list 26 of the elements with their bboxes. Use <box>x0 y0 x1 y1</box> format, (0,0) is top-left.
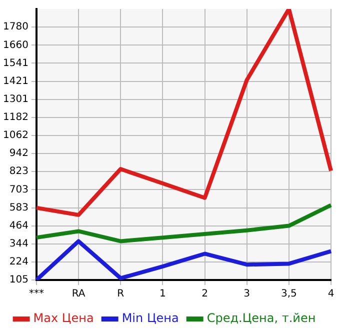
y-tick-label: 105 <box>9 274 28 286</box>
y-tick-label: 1182 <box>2 112 28 123</box>
y-tick-label: 1541 <box>2 58 28 69</box>
y-tick-label: 1660 <box>2 40 28 51</box>
y-tick-label: 1421 <box>2 76 28 87</box>
x-tick-label: 3 <box>244 288 250 300</box>
legend-label: Min Цена <box>122 311 179 326</box>
x-tick-label: RA <box>72 288 86 300</box>
legend-label: Max Цена <box>33 311 94 326</box>
y-tick-label: 224 <box>9 256 28 268</box>
y-tick-label: 823 <box>9 166 28 178</box>
y-tick-label: 942 <box>9 148 28 160</box>
y-tick-label: 583 <box>9 202 28 214</box>
y-tick-label: 1780 <box>2 22 28 33</box>
x-tick-label: 1 <box>160 288 166 300</box>
x-tick-label: *** <box>28 288 44 300</box>
y-tick-label: 703 <box>9 184 28 196</box>
y-tick-label: 1301 <box>2 94 28 106</box>
y-tick-label: 1062 <box>2 130 28 142</box>
y-tick-label: 464 <box>9 220 28 232</box>
y-tick-label: 344 <box>9 238 28 250</box>
x-tick-label: 4 <box>328 288 334 300</box>
x-tick-label: 3,5 <box>280 288 297 300</box>
x-tick-label: R <box>117 288 124 300</box>
legend-label: Сред.Цена, т.йен <box>206 311 316 326</box>
x-tick-label: 2 <box>202 288 208 300</box>
